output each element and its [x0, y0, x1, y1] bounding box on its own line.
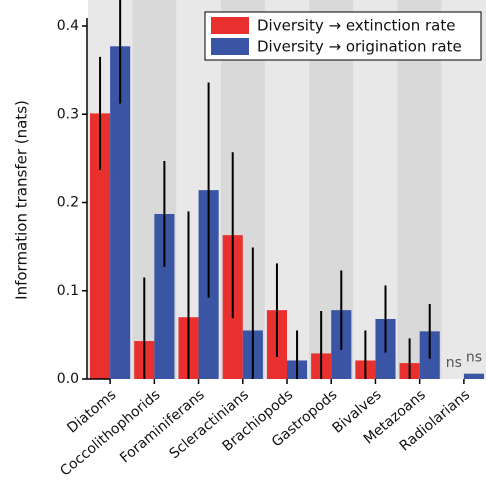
chart: Information transfer (nats) 0.0 0.1 0.2 0.3… — [0, 0, 486, 500]
bar — [464, 374, 484, 379]
y-tick-label: 0.2 — [57, 195, 79, 211]
legend-label: Diversity → origination rate — [257, 38, 462, 56]
legend-label: Diversity → extinction rate — [257, 17, 455, 35]
value-label: ns — [466, 350, 482, 366]
y-tick-label: 0.0 — [57, 371, 79, 387]
legend-swatch — [211, 17, 249, 34]
legend-swatch — [211, 38, 249, 55]
y-tick-label: 0.4 — [57, 18, 79, 34]
value-label: ns — [446, 355, 462, 371]
y-tick-label: 0.1 — [57, 283, 79, 299]
x-tick-label: Scleractinians — [167, 387, 252, 462]
y-tick-label: 0.3 — [57, 106, 79, 122]
y-axis-label: Information transfer (nats) — [13, 100, 31, 300]
